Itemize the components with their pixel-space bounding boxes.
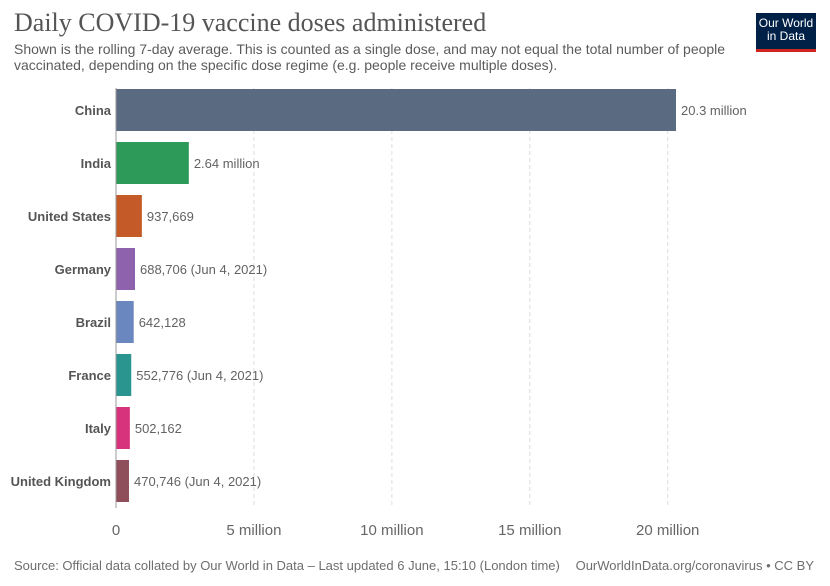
category-label: Brazil — [76, 315, 111, 330]
category-label: Germany — [55, 262, 112, 277]
x-tick-label: 0 — [112, 522, 120, 539]
data-label: 642,128 — [139, 315, 186, 330]
source-note: Source: Official data collated by Our Wo… — [14, 558, 560, 573]
bar — [116, 195, 142, 237]
chart-title: Daily COVID-19 vaccine doses administere… — [14, 8, 487, 37]
logo-line-1: Our World — [758, 16, 814, 30]
category-label: India — [81, 156, 112, 171]
bar — [116, 89, 676, 131]
data-label: 470,746 (Jun 4, 2021) — [134, 474, 261, 489]
x-tick-label: 15 million — [498, 522, 561, 539]
owid-logo[interactable]: Our World in Data — [756, 13, 816, 52]
bar — [116, 142, 189, 184]
data-label: 20.3 million — [681, 103, 747, 118]
credit-link[interactable]: OurWorldInData.org/coronavirus • CC BY — [575, 558, 814, 573]
data-label: 502,162 — [135, 421, 182, 436]
bar — [116, 301, 134, 343]
x-tick-label: 5 million — [226, 522, 281, 539]
category-label: France — [68, 368, 111, 383]
bar — [116, 248, 135, 290]
category-label: Italy — [85, 421, 112, 436]
data-label: 937,669 — [147, 209, 194, 224]
data-label: 2.64 million — [194, 156, 260, 171]
category-label: United States — [28, 209, 111, 224]
bar-chart: China 20.3 million India 2.64 million United… — [11, 88, 747, 539]
bar — [116, 407, 130, 449]
category-label: China — [75, 103, 112, 118]
bar — [116, 354, 132, 396]
chart-subtitle: Shown is the rolling 7-day average. This… — [14, 41, 726, 73]
category-label: United Kingdom — [11, 474, 111, 489]
data-label: 688,706 (Jun 4, 2021) — [140, 262, 267, 277]
bar — [116, 460, 129, 502]
data-label: 552,776 (Jun 4, 2021) — [136, 368, 263, 383]
logo-line-2: in Data — [766, 29, 806, 43]
x-tick-label: 20 million — [636, 522, 699, 539]
x-tick-label: 10 million — [360, 522, 423, 539]
